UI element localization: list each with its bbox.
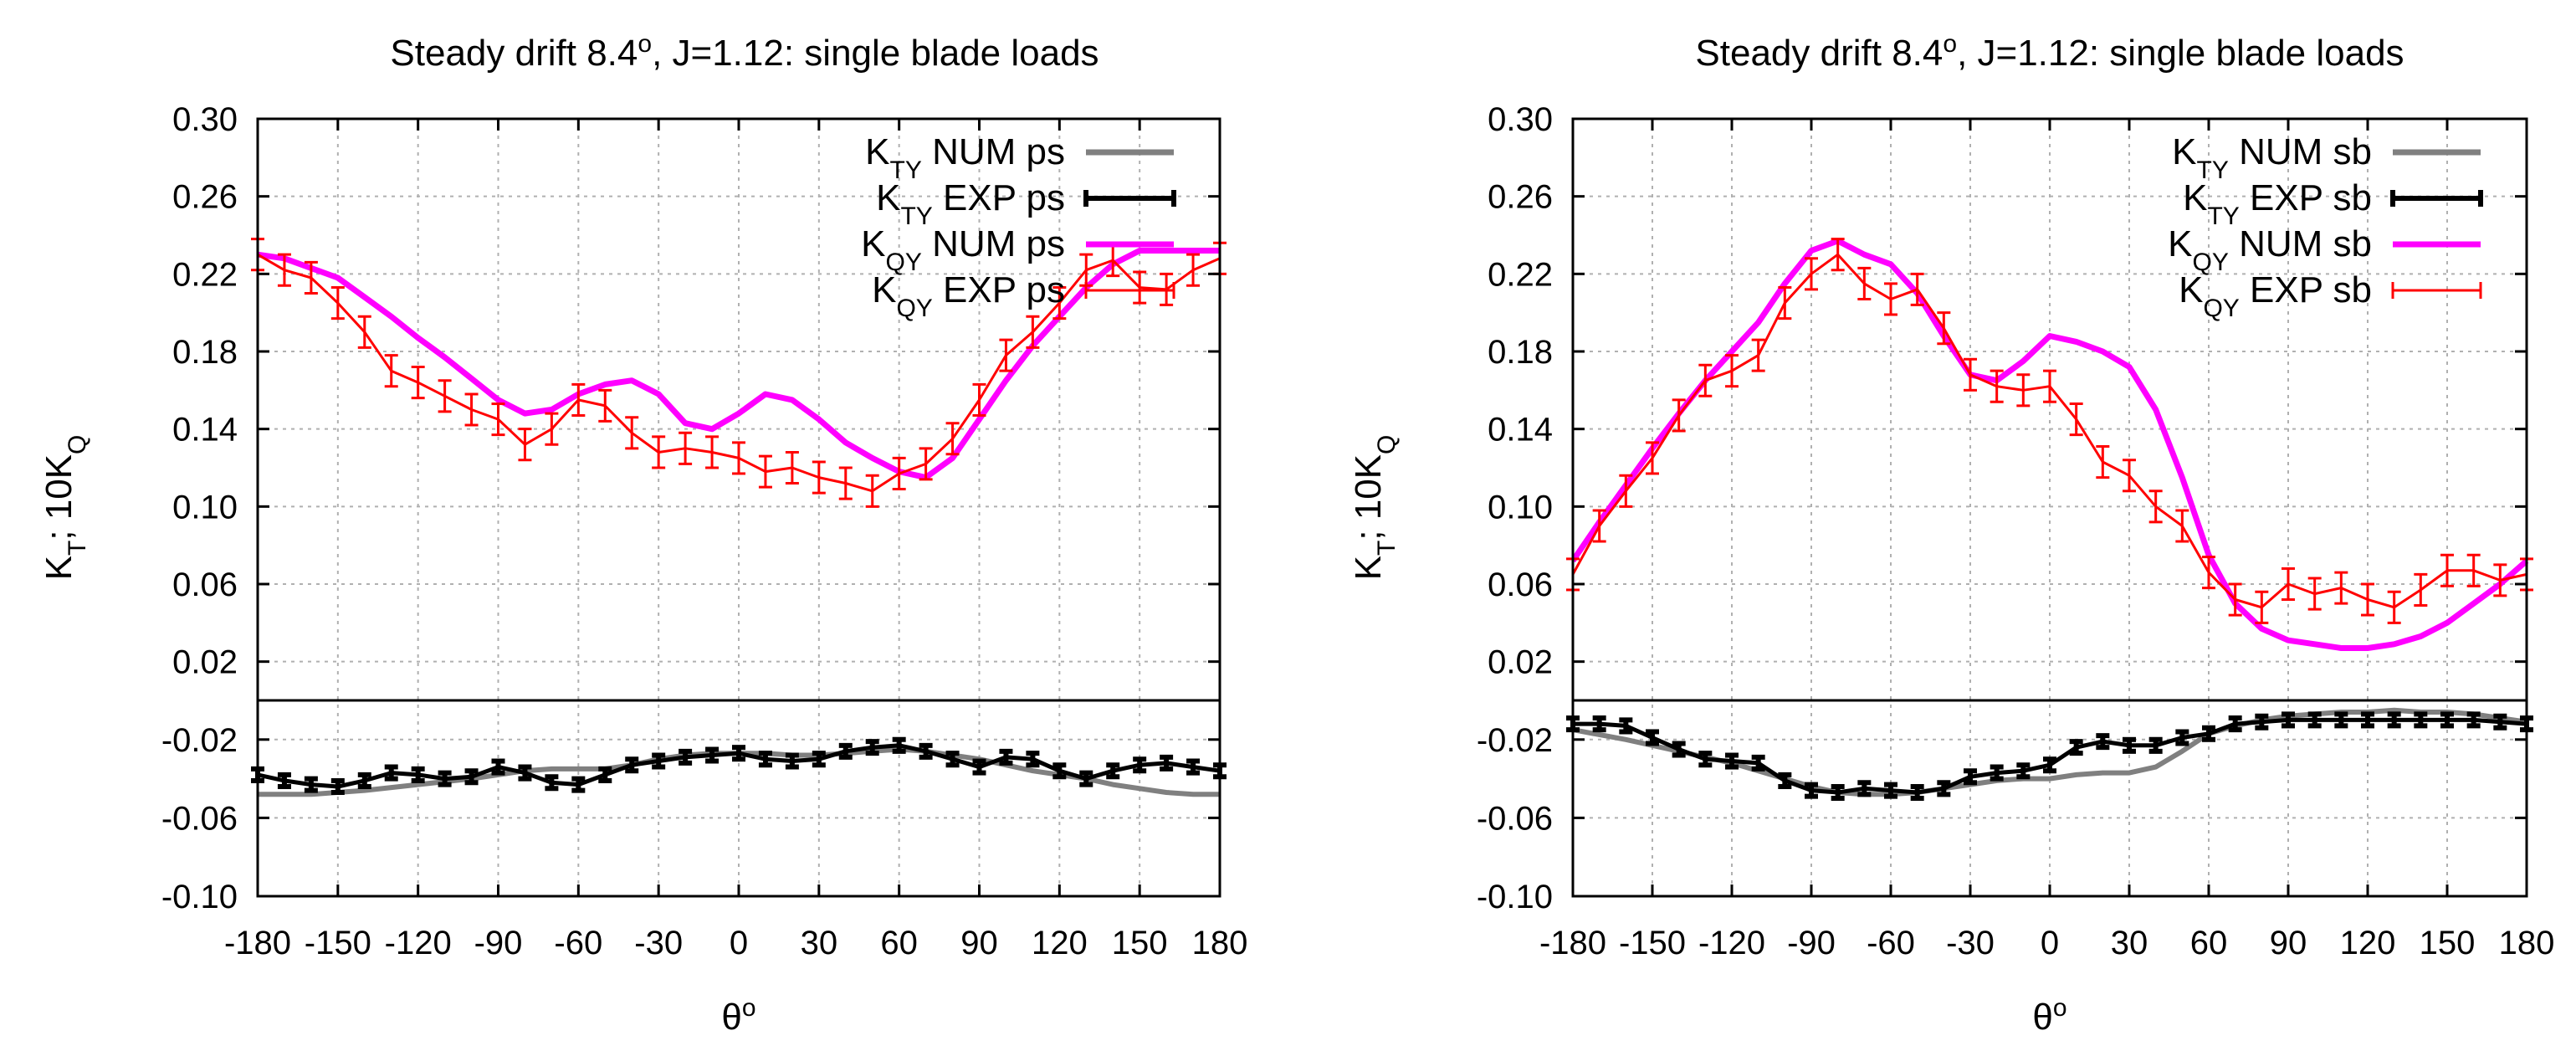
tick-labels: -180 -150 -120 -90 -60 -30 0 30 60 90 120 150 180 0.0…	[1477, 101, 2555, 961]
x-tick-label: -90	[474, 925, 523, 961]
x-tick-label: -180	[224, 925, 291, 961]
y-tick-label: 0.26	[172, 179, 238, 216]
y-tick-label: -0.02	[1477, 722, 1553, 759]
x-tick-label: 90	[2270, 925, 2307, 961]
y-tick-label: 0.10	[172, 489, 238, 526]
chart-title: Steady drift 8.4o, J=1.12: single blade …	[390, 30, 1099, 74]
y-tick-label: 0.22	[1488, 256, 1553, 293]
y-tick-label: 0.14	[172, 412, 238, 449]
x-axis-label: θo	[721, 994, 755, 1038]
legend-label: KQY EXP ps	[872, 269, 1065, 322]
series-2	[1570, 238, 2529, 651]
y-tick-label: 0.06	[1488, 567, 1553, 603]
series-line	[1570, 238, 2529, 651]
legend-label: KTY EXP ps	[876, 177, 1065, 230]
legend-label: KTY EXP sb	[2183, 177, 2372, 230]
x-tick-label: 150	[1112, 925, 1168, 961]
y-tick-label: -0.10	[1477, 879, 1553, 915]
x-tick-label: 60	[880, 925, 918, 961]
x-tick-label: -30	[634, 925, 683, 961]
x-tick-label: -180	[1539, 925, 1606, 961]
series-line	[1572, 707, 2527, 797]
x-tick-label: 180	[2499, 925, 2555, 961]
x-tick-label: -150	[305, 925, 371, 961]
ticks	[256, 117, 1221, 898]
x-axis-label: θo	[2032, 994, 2066, 1038]
x-tick-label: 120	[2340, 925, 2396, 961]
y-tick-label: 0.06	[172, 567, 238, 603]
series-0	[1572, 707, 2527, 797]
y-tick-label: 0.30	[1488, 101, 1553, 138]
x-tick-label: 0	[730, 925, 748, 961]
x-tick-label: 90	[960, 925, 998, 961]
legend-label: KQY EXP sb	[2179, 269, 2372, 322]
legend-label: KTY NUM sb	[2172, 131, 2372, 184]
y-axis-label: KT; 10KQ	[1348, 435, 1401, 581]
grid-lines	[1573, 119, 2527, 896]
x-tick-label: 60	[2190, 925, 2228, 961]
x-tick-label: 30	[2111, 925, 2148, 961]
x-tick-label: 30	[801, 925, 838, 961]
chart-title: Steady drift 8.4o, J=1.12: single blade …	[1695, 30, 2404, 74]
tick-labels: -180 -150 -120 -90 -60 -30 0 30 60 90 120 150 180 0.0…	[161, 101, 1248, 961]
chart-left: Steady drift 8.4o, J=1.12: single blade …	[38, 30, 1247, 1038]
y-tick-label: -0.06	[1477, 800, 1553, 837]
y-tick-label: -0.10	[161, 879, 238, 915]
x-tick-label: 120	[1032, 925, 1088, 961]
y-axis-label: KT; 10KQ	[38, 435, 91, 581]
x-tick-label: -90	[1787, 925, 1836, 961]
grid-lines	[258, 119, 1220, 896]
y-tick-label: -0.02	[161, 722, 238, 759]
x-tick-label: -60	[1867, 925, 1915, 961]
legend-label: KQY NUM sb	[2168, 223, 2372, 276]
x-tick-label: 180	[1192, 925, 1248, 961]
chart-right: Steady drift 8.4o, J=1.12: single blade …	[1348, 30, 2554, 1038]
x-tick-label: 150	[2420, 925, 2476, 961]
y-tick-label: 0.02	[172, 644, 238, 681]
legend-label: KQY NUM ps	[861, 223, 1065, 276]
y-tick-label: 0.14	[1488, 412, 1553, 449]
y-tick-label: -0.06	[161, 800, 238, 837]
y-tick-label: 0.18	[172, 334, 238, 371]
y-tick-label: 0.02	[1488, 644, 1553, 681]
x-tick-label: -30	[1946, 925, 1995, 961]
ticks	[1571, 117, 2528, 898]
x-tick-label: -120	[1698, 925, 1765, 961]
x-tick-label: -120	[385, 925, 452, 961]
y-tick-label: 0.26	[1488, 179, 1553, 216]
y-tick-label: 0.10	[1488, 489, 1553, 526]
y-tick-label: 0.22	[172, 256, 238, 293]
x-tick-label: -150	[1619, 925, 1686, 961]
x-tick-label: 0	[2041, 925, 2059, 961]
y-tick-label: 0.30	[172, 101, 238, 138]
series-1	[1566, 711, 2533, 801]
y-tick-label: 0.18	[1488, 334, 1553, 371]
legend-label: KTY NUM ps	[865, 131, 1065, 184]
series-1	[251, 736, 1227, 795]
x-tick-label: -60	[554, 925, 602, 961]
